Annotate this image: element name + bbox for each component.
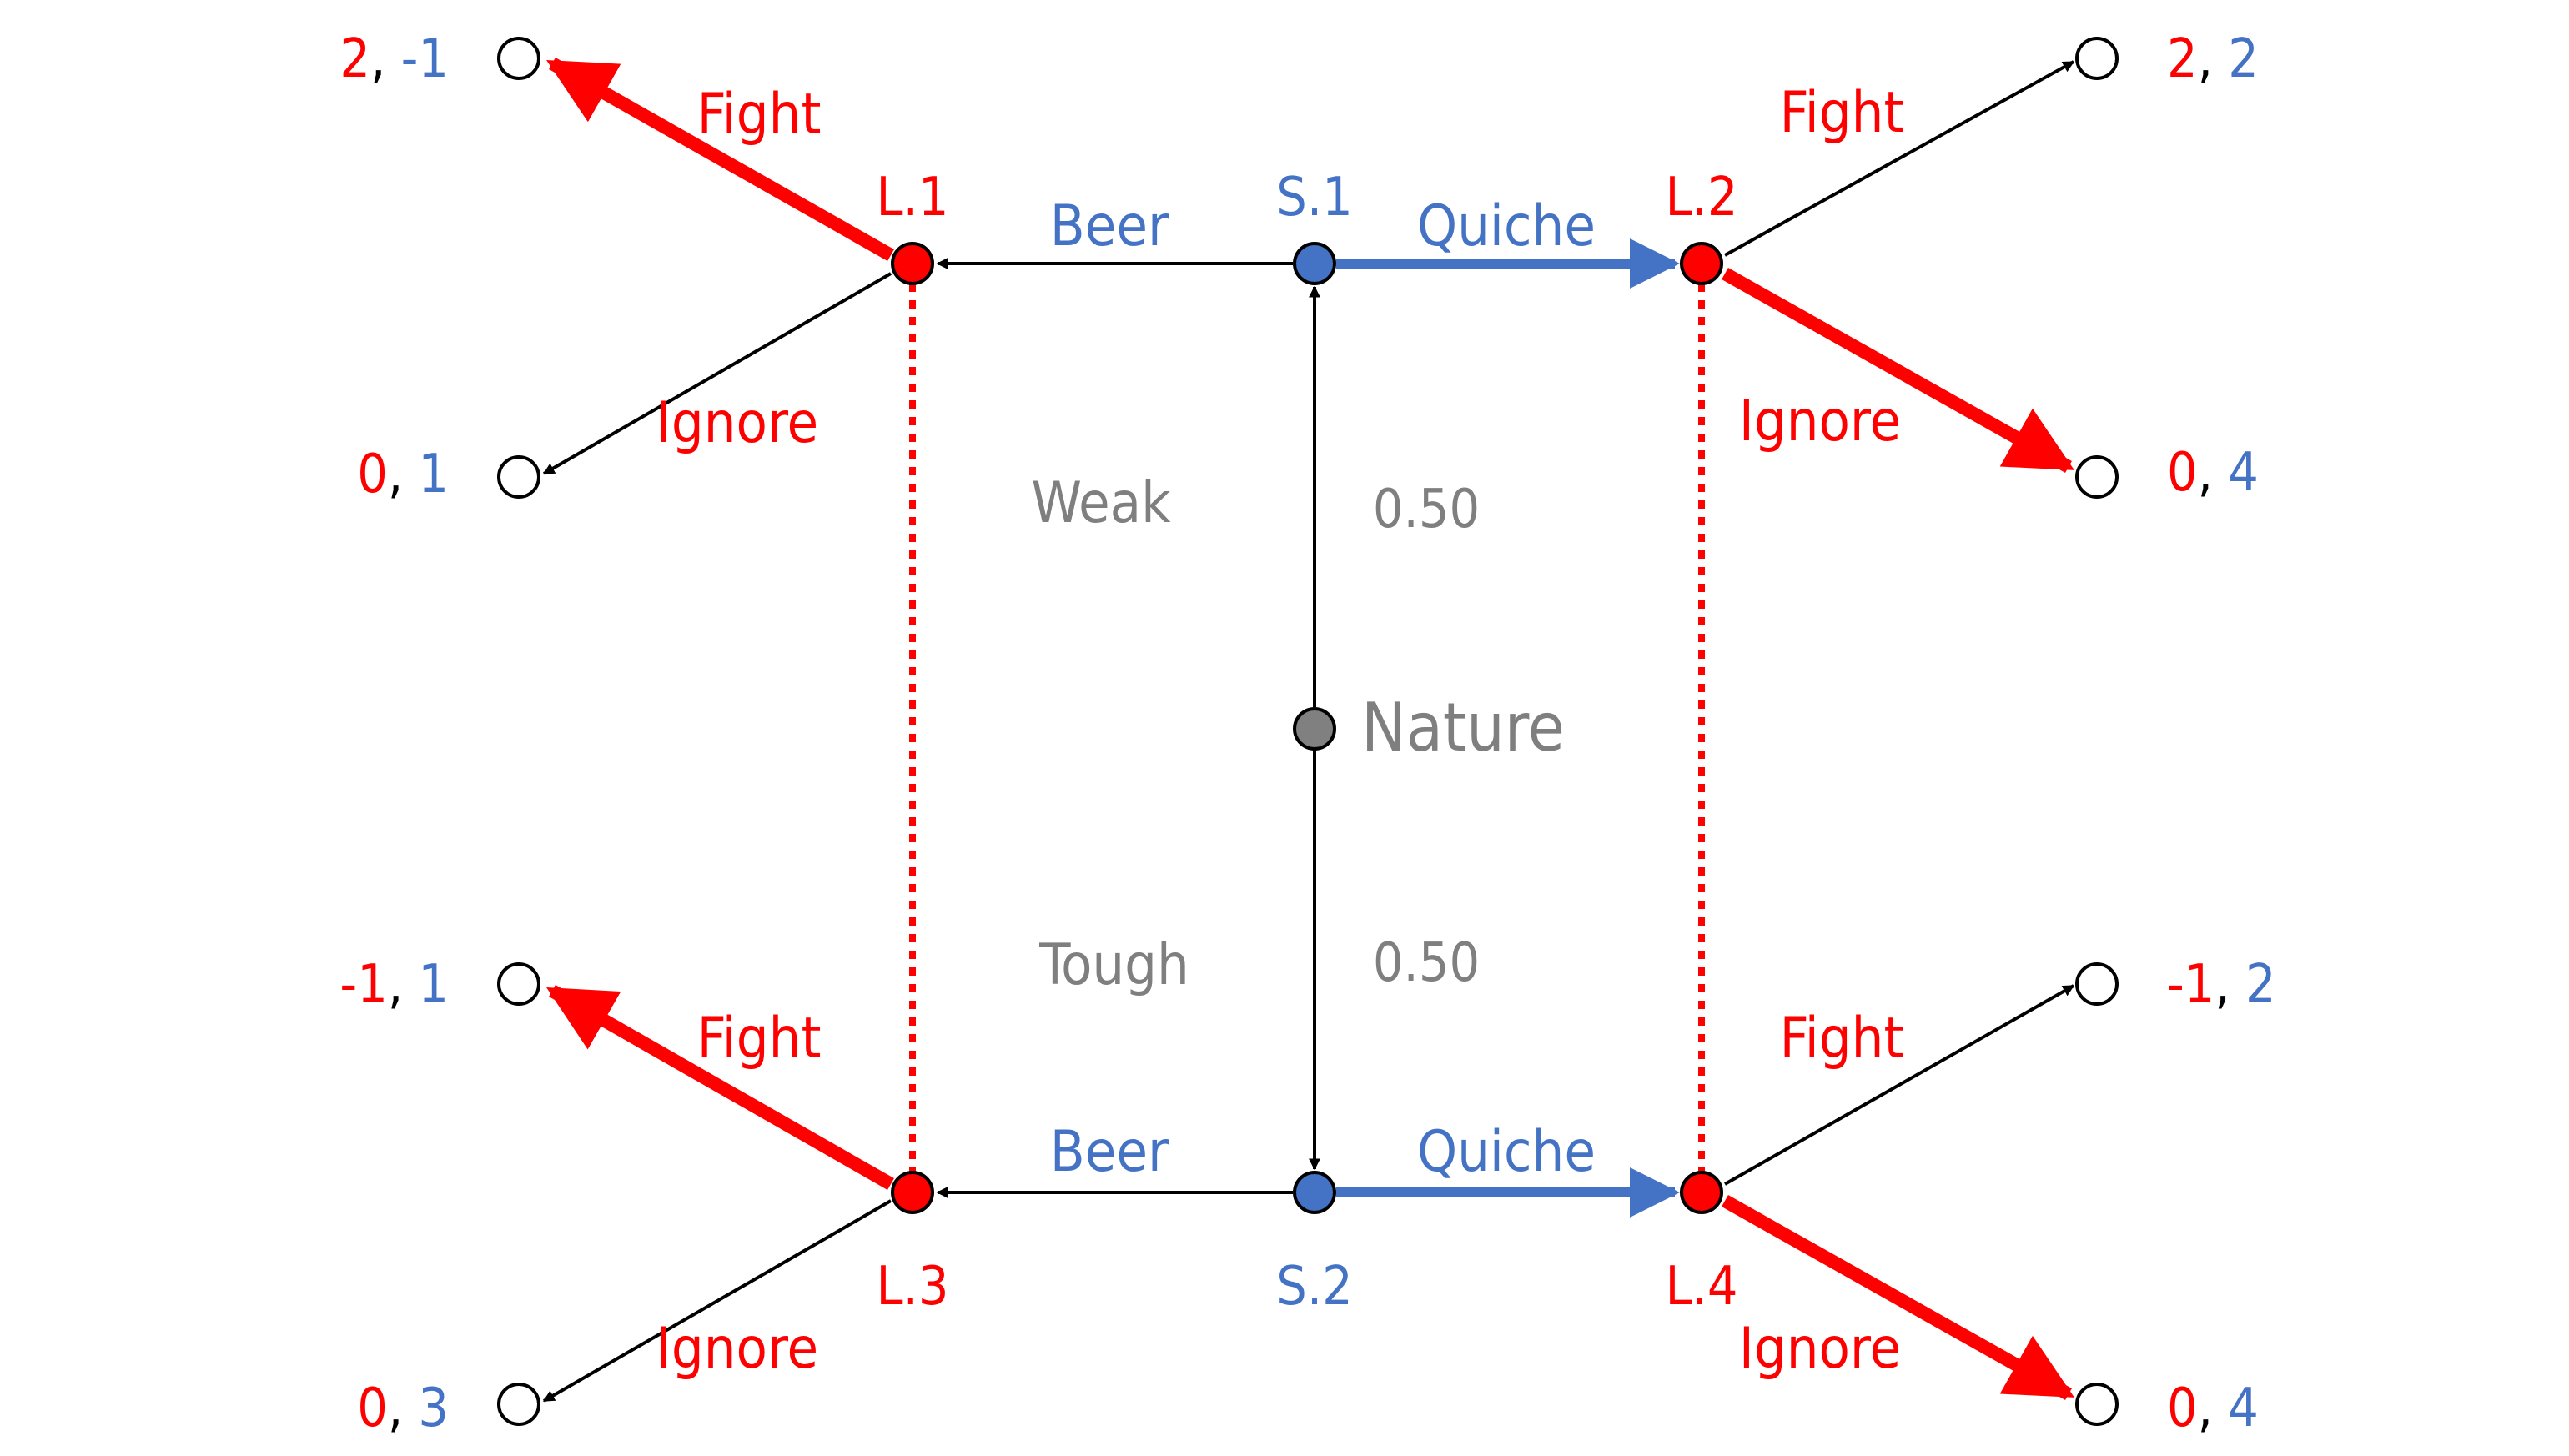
payoff-receiver: 0 <box>357 444 388 505</box>
edge-l4-fight <box>1724 984 2075 1186</box>
node-nature <box>1293 707 1336 751</box>
payoff-separator: , <box>2198 28 2229 90</box>
terminal-node-l4-fight <box>2075 962 2119 1006</box>
payoff-sender: 4 <box>2228 442 2259 504</box>
edge-l3-ignore <box>542 1199 892 1403</box>
edge-l1-fight <box>546 58 894 261</box>
node-l2 <box>1680 242 1723 285</box>
payoff-separator: , <box>2215 954 2245 1016</box>
payoff-separator: , <box>2198 442 2229 504</box>
terminal-node-l2-fight <box>2075 37 2119 80</box>
s1-label: S.1 <box>1276 167 1352 228</box>
edge-l3-fight <box>546 985 894 1190</box>
payoff-l3-fight: -1, 1 <box>339 954 449 1016</box>
payoff-l2-fight: 2, 2 <box>2167 28 2259 90</box>
signal-quiche-top-label: Quiche <box>1417 193 1596 259</box>
payoff-l1-ignore: 0, 1 <box>357 444 449 505</box>
l3-label: L.3 <box>877 1256 949 1318</box>
l4-label: L.4 <box>1666 1256 1738 1318</box>
type-tough-label: Tough <box>1038 932 1189 998</box>
payoff-receiver: 0 <box>2167 442 2198 504</box>
payoff-separator: , <box>2198 1378 2229 1439</box>
payoff-l1-fight: 2, -1 <box>339 28 449 90</box>
payoff-receiver: 0 <box>2167 1378 2198 1439</box>
l3-ignore-label: Ignore <box>656 1316 818 1382</box>
l1-label: L.1 <box>877 167 949 228</box>
payoff-separator: , <box>388 954 419 1016</box>
terminal-node-l3-fight <box>497 962 540 1006</box>
payoff-sender: 2 <box>2245 954 2276 1016</box>
edge-l2-ignore <box>1722 268 2074 473</box>
node-l3 <box>891 1171 934 1214</box>
l2-ignore-label: Ignore <box>1739 389 1901 454</box>
payoff-l4-fight: -1, 2 <box>2167 954 2276 1016</box>
payoff-receiver: 0 <box>357 1378 388 1439</box>
signal-quiche-bottom-label: Quiche <box>1417 1119 1596 1185</box>
payoff-sender: 3 <box>418 1378 449 1439</box>
payoff-receiver: 2 <box>2167 28 2198 90</box>
payoff-receiver: -1 <box>339 954 387 1016</box>
payoff-sender: 4 <box>2228 1378 2259 1439</box>
edge-l2-fight <box>1724 60 2075 257</box>
terminal-node-l2-ignore <box>2075 455 2119 499</box>
terminal-node-l1-fight <box>497 37 540 80</box>
prob-tough-label: 0.50 <box>1373 932 1480 994</box>
payoff-l2-ignore: 0, 4 <box>2167 442 2259 504</box>
terminal-node-l1-ignore <box>497 455 540 499</box>
prob-weak-label: 0.50 <box>1373 479 1480 540</box>
payoff-receiver: 2 <box>339 28 370 90</box>
payoff-separator: , <box>388 1378 419 1439</box>
payoff-sender: 1 <box>418 444 449 505</box>
signal-beer-top-label: Beer <box>1050 193 1169 259</box>
l3-fight-label: Fight <box>697 1006 822 1072</box>
signal-beer-bottom-label: Beer <box>1050 1119 1169 1185</box>
terminal-node-l3-ignore <box>497 1383 540 1426</box>
payoff-separator: , <box>370 28 401 90</box>
node-s1 <box>1293 242 1336 285</box>
l4-fight-label: Fight <box>1780 1006 1904 1072</box>
l2-label: L.2 <box>1666 167 1738 228</box>
nature-label: Nature <box>1361 689 1565 766</box>
payoff-sender: 1 <box>418 954 449 1016</box>
payoff-l4-ignore: 0, 4 <box>2167 1378 2259 1439</box>
l1-fight-label: Fight <box>697 82 822 148</box>
edge-l4-ignore <box>1722 1195 2074 1400</box>
l4-ignore-label: Ignore <box>1739 1316 1901 1382</box>
l2-fight-label: Fight <box>1780 80 1904 146</box>
node-l1 <box>891 242 934 285</box>
l1-ignore-label: Ignore <box>656 390 818 456</box>
payoff-receiver: -1 <box>2167 954 2215 1016</box>
node-s2 <box>1293 1171 1336 1214</box>
edge-l1-ignore <box>542 272 892 475</box>
type-weak-label: Weak <box>1031 470 1171 536</box>
payoff-separator: , <box>388 444 419 505</box>
payoff-sender: -1 <box>401 28 449 90</box>
terminal-node-l4-ignore <box>2075 1383 2119 1426</box>
node-l4 <box>1680 1171 1723 1214</box>
payoff-sender: 2 <box>2228 28 2259 90</box>
payoff-l3-ignore: 0, 3 <box>357 1378 449 1439</box>
s2-label: S.2 <box>1276 1256 1352 1318</box>
